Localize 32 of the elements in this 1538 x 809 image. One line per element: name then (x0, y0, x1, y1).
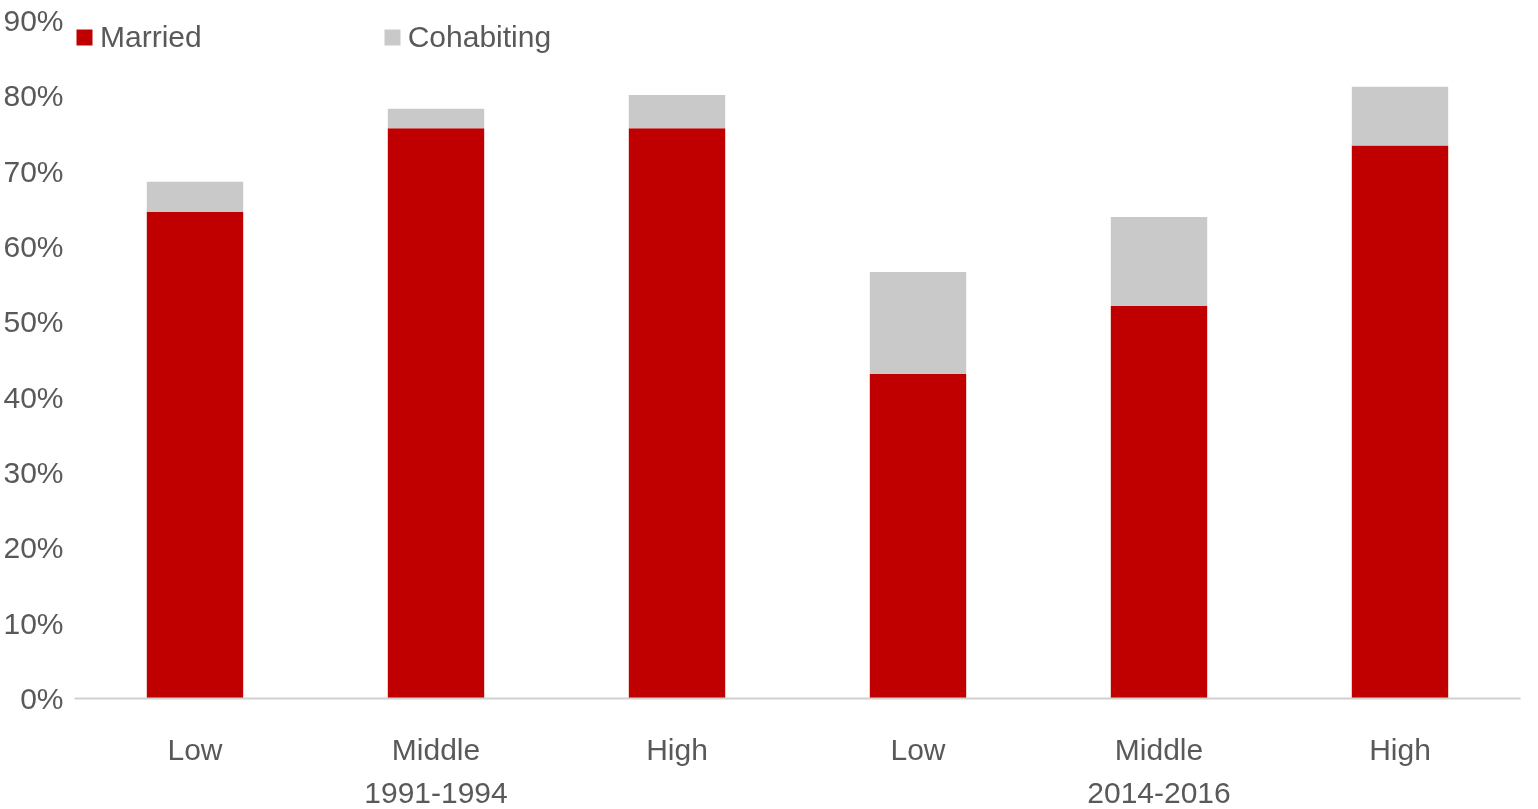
text: 1991-1994 (364, 775, 508, 809)
x-tick-label: Middle (1114, 732, 1204, 766)
bar (387, 128, 485, 699)
x-tick-label: High (1369, 732, 1431, 766)
text: 2014-2016 (1087, 775, 1231, 809)
bar (628, 95, 726, 129)
y-tick-label: 30% (3, 456, 64, 489)
bar (1110, 217, 1208, 307)
bar (146, 181, 244, 212)
y-tick-label: 20% (3, 531, 64, 565)
x-tick-label: High (646, 732, 708, 766)
x-tick-label: Low (890, 732, 946, 766)
bar (1351, 86, 1449, 146)
bar (628, 128, 726, 699)
x-tick-label: Low (167, 732, 223, 766)
y-tick-label: 40% (3, 380, 64, 414)
bar (869, 373, 967, 699)
bar (1110, 306, 1208, 699)
y-tick-label: 60% (3, 230, 64, 263)
legend-label: Cohabiting (407, 20, 552, 54)
legend-label: Married (100, 20, 202, 54)
y-tick-label: 0% (20, 682, 64, 715)
y-tick-label: 80% (3, 79, 64, 113)
y-tick-label: 10% (3, 606, 64, 640)
bar (387, 108, 485, 129)
bar (146, 211, 244, 699)
bar (869, 272, 967, 374)
x-tick-label: Middle (391, 732, 481, 766)
y-tick-label: 90% (3, 4, 64, 37)
y-tick-label: 70% (3, 154, 64, 188)
bar (1351, 145, 1449, 699)
y-tick-label: 50% (3, 305, 64, 339)
